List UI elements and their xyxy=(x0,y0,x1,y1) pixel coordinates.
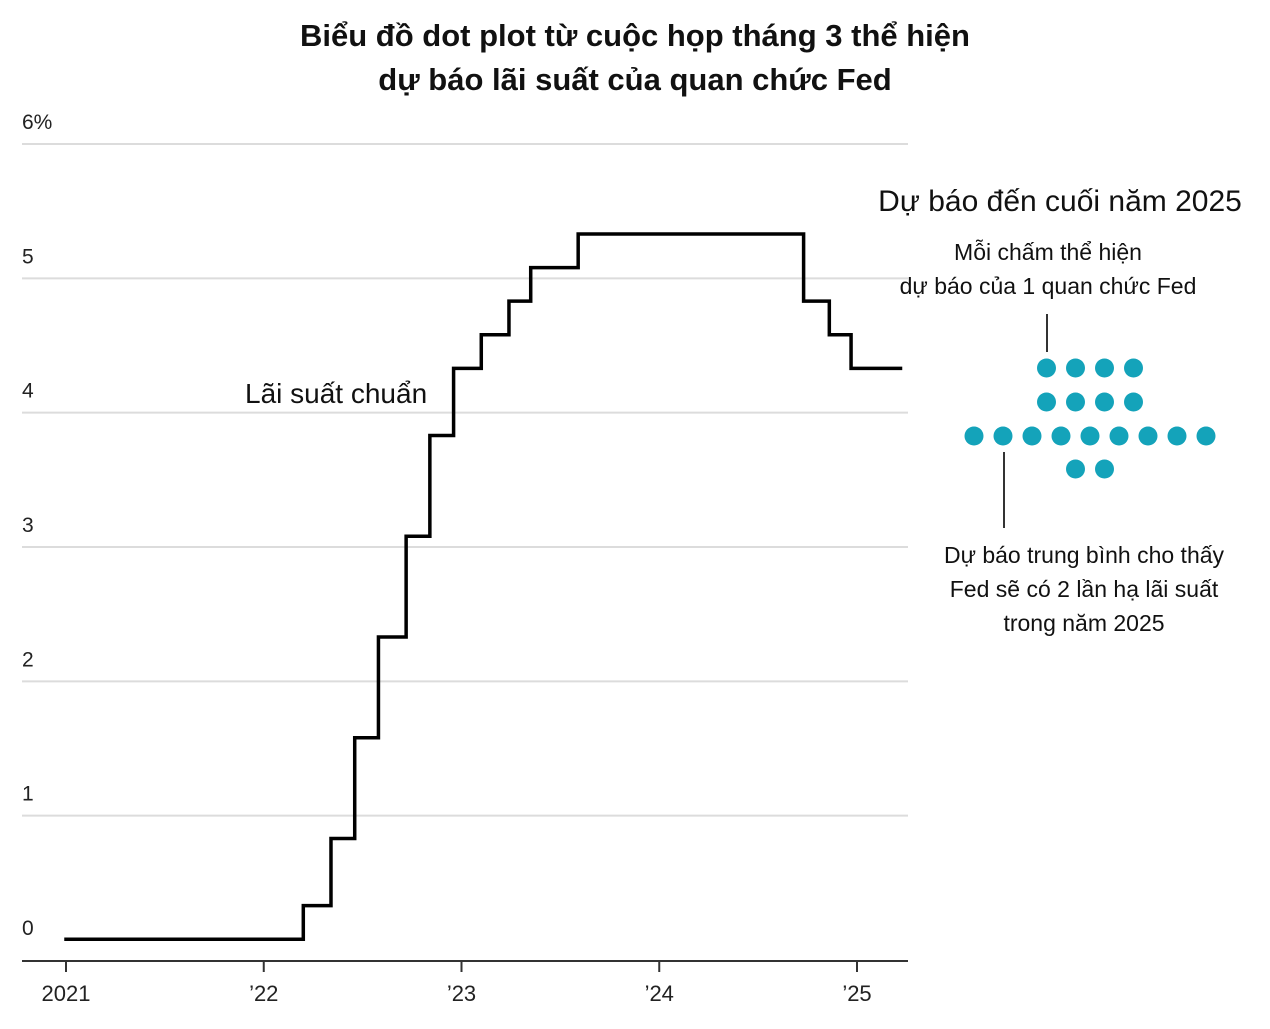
median-note-line-2: Fed sẽ có 2 lần hạ lãi suất xyxy=(950,576,1219,602)
x-tick-label: ’22 xyxy=(249,981,278,1006)
forecast-dot xyxy=(1037,358,1056,378)
y-tick-label: 5 xyxy=(22,245,34,268)
series-line-benchmark-rate xyxy=(64,232,903,942)
y-tick-label: 2 xyxy=(22,648,34,671)
forecast-dot xyxy=(1095,459,1114,479)
x-tick-label: ’24 xyxy=(645,981,674,1006)
dot-plot xyxy=(964,358,1216,479)
x-tick-label: 2021 xyxy=(42,981,91,1006)
forecast-dot xyxy=(1095,392,1114,412)
dot-note-line-2: dự báo của 1 quan chức Fed xyxy=(900,273,1197,299)
dot-note-line-1: Mỗi chấm thể hiện xyxy=(954,239,1142,265)
forecast-dot xyxy=(993,426,1013,446)
forecast-dot xyxy=(1066,459,1085,479)
forecast-dot xyxy=(1080,426,1100,446)
y-tick-label: 6% xyxy=(22,111,52,134)
annotations: Lãi suất chuẩn Dự báo đến cuối năm 2025 … xyxy=(245,185,1242,636)
x-tick-label: ’25 xyxy=(842,981,871,1006)
forecast-dot xyxy=(1109,426,1129,446)
series-label-benchmark-rate: Lãi suất chuẩn xyxy=(245,378,427,409)
y-tick-label: 4 xyxy=(22,380,34,403)
forecast-dot xyxy=(1037,392,1056,412)
forecast-dot xyxy=(1167,426,1187,446)
chart-title-line-2: dự báo lãi suất của quan chức Fed xyxy=(378,62,892,97)
x-axis-ticks: 2021 ’22 ’23 ’24 ’25 xyxy=(42,962,872,1006)
median-note-line-1: Dự báo trung bình cho thấy xyxy=(944,542,1225,568)
forecast-dot xyxy=(1022,426,1042,446)
forecast-dot xyxy=(1124,392,1143,412)
y-tick-label: 1 xyxy=(22,783,34,806)
forecast-dot xyxy=(1095,358,1114,378)
chart-title: Biểu đồ dot plot từ cuộc họp tháng 3 thể… xyxy=(0,14,1270,102)
y-tick-label: 3 xyxy=(22,514,34,537)
gridlines xyxy=(22,143,908,817)
x-tick-label: ’23 xyxy=(447,981,476,1006)
forecast-dot xyxy=(1051,426,1071,446)
forecast-title: Dự báo đến cuối năm 2025 xyxy=(878,185,1242,218)
series-group xyxy=(64,232,903,942)
y-tick-label: 0 xyxy=(22,917,34,940)
forecast-dot xyxy=(1066,392,1085,412)
forecast-dot xyxy=(1066,358,1085,378)
forecast-dot xyxy=(964,426,984,446)
y-axis-tick-labels: 0 1 2 3 4 5 6% xyxy=(22,111,52,940)
forecast-dot xyxy=(1124,358,1143,378)
median-note-line-3: trong năm 2025 xyxy=(1003,610,1164,636)
forecast-dot xyxy=(1138,426,1158,446)
chart-title-line-1: Biểu đồ dot plot từ cuộc họp tháng 3 thể… xyxy=(300,18,970,53)
forecast-dot xyxy=(1196,426,1216,446)
